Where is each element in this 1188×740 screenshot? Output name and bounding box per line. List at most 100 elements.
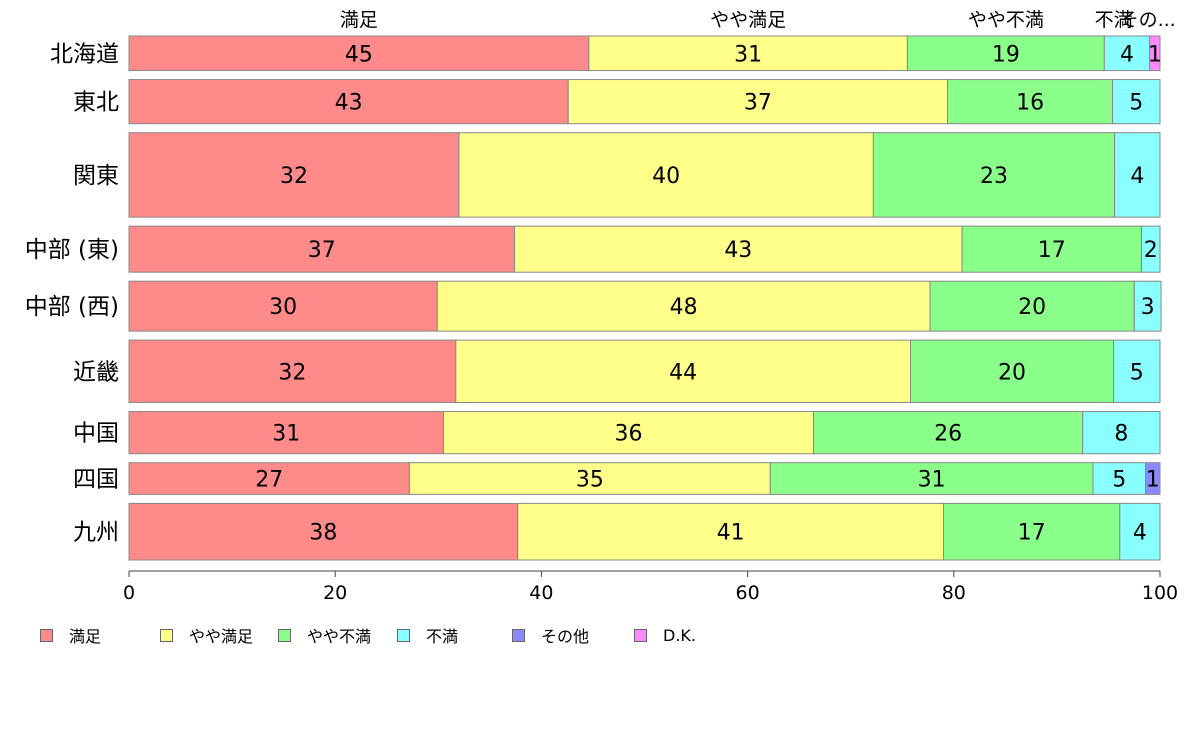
bar-segment bbox=[929, 280, 1135, 332]
bar-segment bbox=[1092, 462, 1147, 495]
data-label: 23 bbox=[980, 164, 1008, 189]
bar-segment bbox=[128, 339, 457, 403]
bar-segment bbox=[128, 462, 410, 495]
data-label: 30 bbox=[269, 295, 297, 320]
bar-segment bbox=[1103, 35, 1151, 72]
legend-item: D.K. bbox=[634, 624, 696, 646]
bar-segment bbox=[1145, 462, 1161, 495]
category-label: 近畿 bbox=[73, 359, 119, 385]
data-label: 32 bbox=[278, 360, 306, 385]
top-label: 不満 bbox=[1095, 9, 1133, 31]
x-tick-label: 60 bbox=[736, 582, 760, 604]
x-tick-label: 100 bbox=[1142, 582, 1178, 604]
data-label: 20 bbox=[998, 360, 1026, 385]
data-label: 31 bbox=[734, 42, 762, 67]
bar-segment bbox=[436, 280, 931, 332]
x-tick-label: 80 bbox=[942, 582, 966, 604]
legend-swatch bbox=[40, 628, 53, 642]
bar-segment bbox=[128, 225, 516, 273]
top-label: やや満足 bbox=[710, 9, 786, 31]
data-label: 3 bbox=[1141, 295, 1155, 320]
data-label: 1 bbox=[1146, 468, 1160, 493]
data-label: 16 bbox=[1016, 91, 1044, 116]
top-label: やや不満 bbox=[968, 9, 1044, 31]
bar-segment bbox=[906, 35, 1105, 72]
data-label: 44 bbox=[669, 360, 697, 385]
legend-label: その他 bbox=[541, 627, 590, 646]
data-label: 31 bbox=[918, 468, 946, 493]
data-label: 31 bbox=[272, 422, 300, 447]
legend-item: 満足 bbox=[40, 624, 101, 646]
legend-swatch bbox=[278, 628, 291, 642]
bar-segment bbox=[442, 410, 815, 455]
data-label: 40 bbox=[652, 164, 680, 189]
bar-segment bbox=[514, 225, 963, 273]
bar-segment bbox=[769, 462, 1094, 495]
bar-segment bbox=[961, 225, 1142, 273]
bar-segment bbox=[408, 462, 771, 495]
bar-segment bbox=[128, 132, 460, 218]
data-label: 37 bbox=[744, 91, 772, 116]
bar-segment bbox=[1113, 339, 1161, 403]
bar-segment bbox=[128, 502, 519, 561]
data-label: 20 bbox=[1018, 295, 1046, 320]
legend-label: やや不満 bbox=[307, 627, 372, 646]
x-tick-label: 20 bbox=[323, 582, 347, 604]
data-label: 37 bbox=[308, 238, 336, 263]
legend-swatch bbox=[634, 628, 647, 642]
data-label: 17 bbox=[1038, 238, 1066, 263]
bar-segment bbox=[1119, 502, 1161, 561]
bar-segment bbox=[128, 79, 569, 125]
data-label: 5 bbox=[1112, 468, 1126, 493]
bar-segment bbox=[1114, 132, 1161, 218]
data-label: 38 bbox=[309, 521, 337, 546]
data-label: 17 bbox=[1018, 521, 1046, 546]
data-label: 4 bbox=[1133, 521, 1147, 546]
category-label: 中部 (西) bbox=[25, 294, 119, 320]
bar-segment bbox=[1133, 280, 1162, 332]
data-label: 8 bbox=[1114, 422, 1128, 447]
data-label: 32 bbox=[280, 164, 308, 189]
legend-label: 不満 bbox=[426, 627, 459, 646]
top-label: 満足 bbox=[340, 9, 378, 31]
legend-label: D.K. bbox=[663, 625, 696, 645]
bar-segment bbox=[567, 79, 949, 125]
x-tick-label: 40 bbox=[529, 582, 553, 604]
data-label: 19 bbox=[992, 42, 1020, 67]
bar-segment bbox=[1112, 79, 1161, 125]
data-label: 41 bbox=[717, 521, 745, 546]
category-label: 九州 bbox=[73, 520, 119, 546]
bar-segment bbox=[128, 410, 444, 455]
data-label: 45 bbox=[345, 42, 373, 67]
legend-item: その他 bbox=[512, 624, 589, 646]
data-label: 5 bbox=[1130, 360, 1144, 385]
bar-segment bbox=[1082, 410, 1161, 455]
top-label: その... bbox=[1120, 9, 1176, 31]
bar-segment bbox=[517, 502, 944, 561]
data-label: 43 bbox=[335, 91, 363, 116]
legend-item: やや不満 bbox=[278, 624, 371, 646]
data-label: 35 bbox=[576, 468, 604, 493]
legend-swatch bbox=[160, 628, 173, 642]
bar-segment bbox=[947, 79, 1114, 125]
bar-segment bbox=[1140, 225, 1161, 273]
data-label: 5 bbox=[1129, 91, 1143, 116]
data-label: 26 bbox=[934, 422, 962, 447]
category-label: 中国 bbox=[73, 421, 119, 447]
legend-label: やや満足 bbox=[189, 627, 254, 646]
legend-swatch bbox=[397, 628, 410, 642]
data-label: 2 bbox=[1144, 238, 1158, 263]
bar-segment bbox=[128, 35, 590, 72]
data-label: 43 bbox=[724, 238, 752, 263]
data-label: 36 bbox=[615, 422, 643, 447]
category-label: 中部 (東) bbox=[25, 237, 119, 263]
legend: 満足 やや満足 やや不満 不満 その他 D.K. bbox=[40, 624, 740, 646]
x-tick-label: 0 bbox=[123, 582, 135, 604]
legend-item: 不満 bbox=[397, 624, 458, 646]
data-label: 4 bbox=[1120, 42, 1134, 67]
bar-segment bbox=[942, 502, 1121, 561]
bar-segment bbox=[455, 339, 911, 403]
bar-segment bbox=[588, 35, 908, 72]
data-label: 48 bbox=[670, 295, 698, 320]
